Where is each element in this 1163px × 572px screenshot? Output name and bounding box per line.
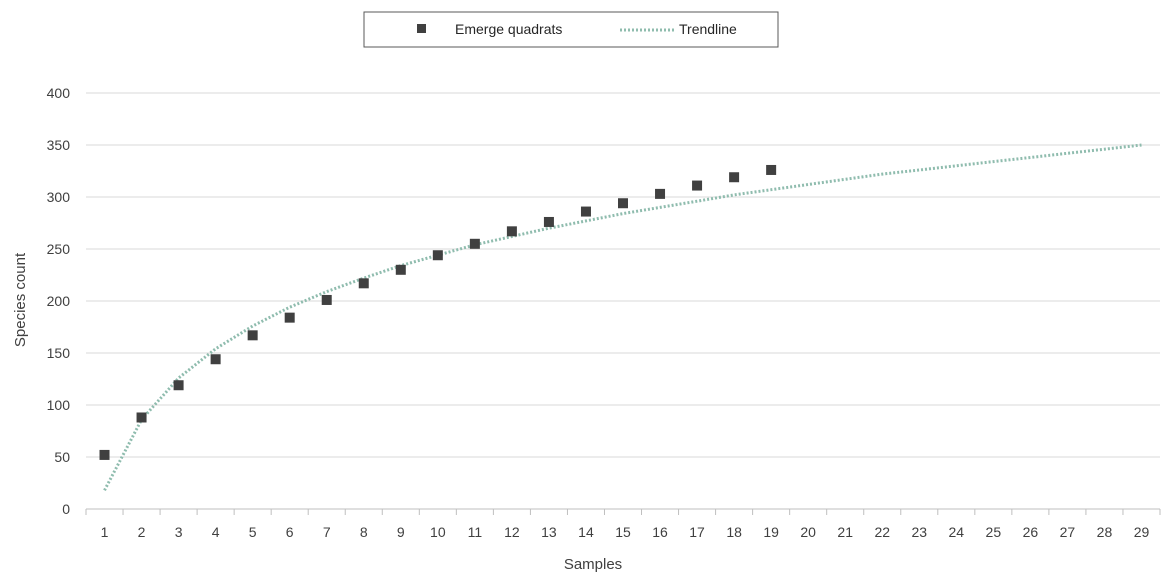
y-axis-title: Species count: [12, 252, 29, 347]
x-tick-label: 12: [504, 524, 520, 540]
x-tick-label: 10: [430, 524, 446, 540]
x-tick-label: 13: [541, 524, 557, 540]
legend-marker-emerge-quadrats: [417, 24, 426, 33]
data-point: [580, 206, 591, 217]
x-tick-label: 17: [689, 524, 705, 540]
data-point: [247, 330, 258, 341]
x-tick-label: 1: [101, 524, 109, 540]
x-tick-label: 8: [360, 524, 368, 540]
x-tick-label: 28: [1097, 524, 1113, 540]
x-tick-label: 14: [578, 524, 594, 540]
data-point: [99, 449, 110, 460]
y-tick-label: 400: [47, 85, 71, 101]
x-tick-label: 24: [949, 524, 965, 540]
x-tick-label: 29: [1134, 524, 1150, 540]
y-tick-label: 350: [47, 137, 71, 153]
x-axis: [85, 508, 1161, 515]
trendline: [103, 143, 1142, 491]
legend-label-trendline: Trendline: [679, 21, 737, 37]
x-tick-label: 16: [652, 524, 668, 540]
legend-label-emerge-quadrats: Emerge quadrats: [455, 21, 562, 37]
x-tick-label: 15: [615, 524, 631, 540]
y-tick-label: 50: [54, 449, 70, 465]
data-point: [469, 238, 480, 249]
x-tick-label: 6: [286, 524, 294, 540]
data-point: [358, 278, 369, 289]
legend: Emerge quadrats Trendline: [363, 11, 779, 48]
y-tick-label: 200: [47, 293, 71, 309]
data-point: [432, 250, 443, 261]
x-tick-label: 21: [837, 524, 853, 540]
x-tick-label: 7: [323, 524, 331, 540]
data-point: [321, 294, 332, 305]
data-point: [210, 354, 221, 365]
x-tick-label: 4: [212, 524, 220, 540]
x-tick-label: 26: [1023, 524, 1039, 540]
x-tick-label: 20: [800, 524, 816, 540]
x-tick-label: 22: [874, 524, 890, 540]
x-tick-label: 23: [911, 524, 927, 540]
y-tick-label: 300: [47, 189, 71, 205]
legend-box: [363, 11, 779, 48]
y-tick-label: 250: [47, 241, 71, 257]
y-tick-label: 150: [47, 345, 71, 361]
x-tick-label: 9: [397, 524, 405, 540]
data-point: [766, 164, 777, 175]
y-gridlines: [86, 92, 1160, 458]
data-point: [618, 198, 628, 209]
x-tick-label: 18: [726, 524, 742, 540]
x-axis-title: Samples: [564, 556, 622, 572]
data-point: [395, 264, 406, 275]
data-point: [284, 312, 295, 323]
data-point: [136, 412, 147, 423]
data-point: [506, 226, 517, 237]
x-tick-label: 25: [986, 524, 1002, 540]
data-point: [543, 216, 554, 227]
y-tick-label: 100: [47, 397, 71, 413]
x-tick-label: 27: [1060, 524, 1076, 540]
trendline-series: [103, 143, 1142, 491]
data-point: [655, 188, 666, 199]
data-point: [692, 180, 703, 191]
emerge-quadrats-series: [99, 164, 777, 460]
x-tick-label: 11: [468, 524, 483, 540]
x-tick-label: 5: [249, 524, 257, 540]
data-point: [173, 380, 184, 391]
x-tick-label: 3: [175, 524, 183, 540]
y-tick-labels: 0 50 100 150 200 250 300 350 400: [47, 85, 71, 517]
x-tick-label: 2: [138, 524, 146, 540]
y-tick-label: 0: [62, 501, 70, 517]
x-tick-label: 19: [763, 524, 779, 540]
x-tick-labels: 1 2 3 4 5 6 7 8 9 10 11 12 13 14 15 16 17 18 19 20 21 22 23 24 2…: [101, 524, 1150, 540]
data-point: [729, 172, 740, 183]
